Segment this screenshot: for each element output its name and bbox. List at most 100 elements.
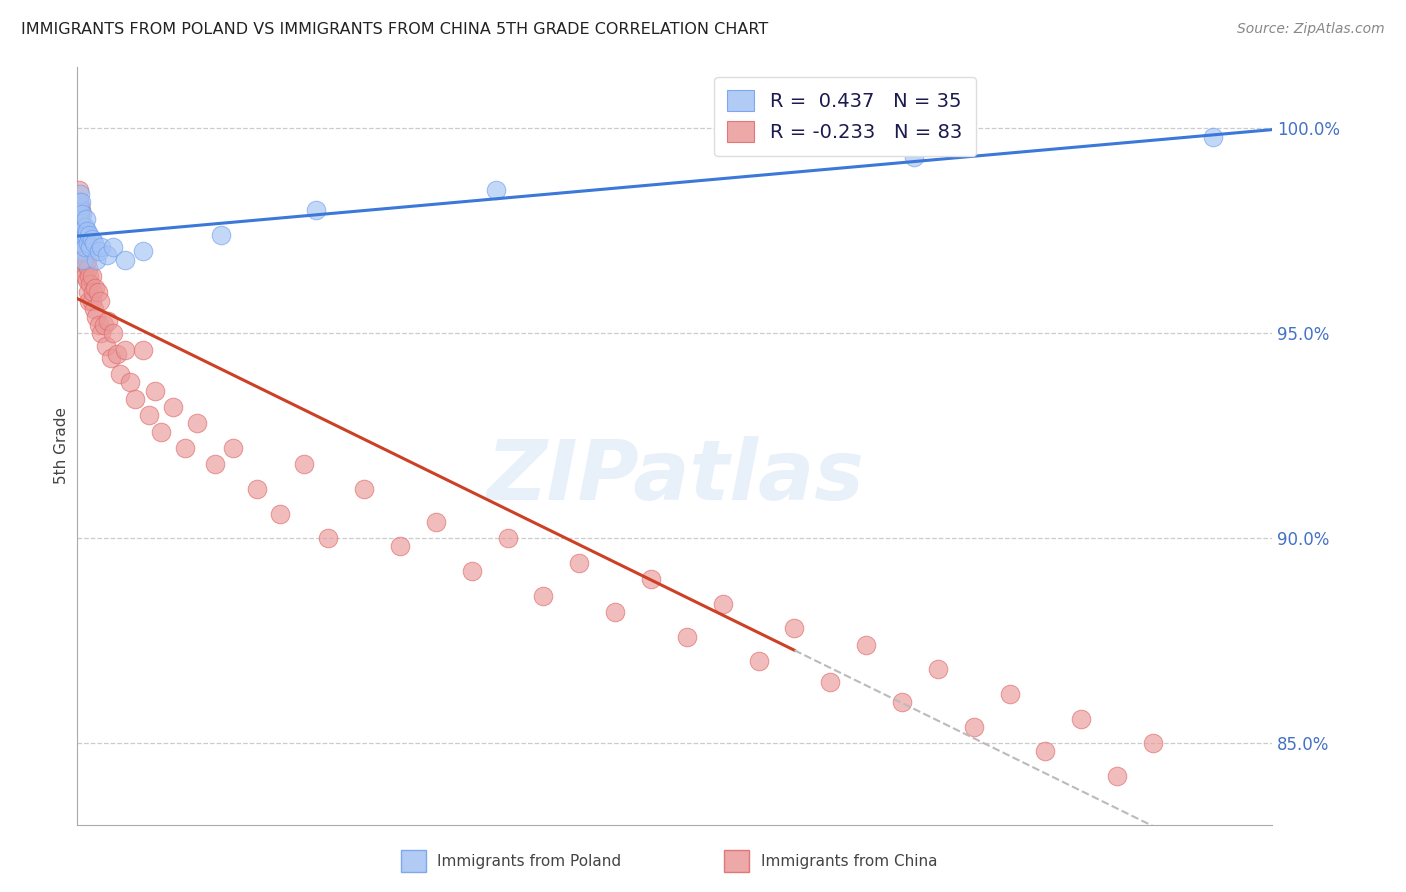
Point	[174, 441, 197, 455]
Legend: R =  0.437   N = 35, R = -0.233   N = 83: R = 0.437 N = 35, R = -0.233 N = 83	[714, 77, 976, 156]
Text: ZIPatlas: ZIPatlas	[486, 436, 863, 516]
Point	[94, 338, 117, 352]
Point	[69, 207, 91, 221]
Point	[79, 277, 101, 292]
Point	[79, 240, 101, 254]
Point	[150, 425, 173, 439]
Point	[305, 203, 328, 218]
Point	[72, 260, 94, 275]
Point	[67, 195, 90, 210]
Point	[605, 605, 627, 619]
Point	[1035, 744, 1057, 758]
Point	[484, 183, 508, 197]
Point	[204, 458, 226, 472]
Point	[998, 687, 1021, 701]
Point	[77, 236, 100, 251]
Point	[676, 630, 699, 644]
Point	[110, 368, 132, 382]
Point	[80, 232, 103, 246]
Point	[963, 720, 986, 734]
Point	[67, 211, 90, 226]
Y-axis label: 5th Grade: 5th Grade	[53, 408, 69, 484]
Point	[75, 257, 97, 271]
Point	[82, 285, 104, 300]
Text: IMMIGRANTS FROM POLAND VS IMMIGRANTS FROM CHINA 5TH GRADE CORRELATION CHART: IMMIGRANTS FROM POLAND VS IMMIGRANTS FRO…	[21, 22, 768, 37]
Point	[69, 186, 91, 201]
Point	[270, 507, 292, 521]
Point	[70, 252, 93, 267]
Point	[75, 211, 97, 226]
Point	[143, 384, 166, 398]
Point	[86, 252, 108, 267]
Point	[67, 183, 90, 197]
Point	[222, 441, 245, 455]
Point	[70, 207, 93, 221]
Point	[1142, 736, 1164, 750]
Point	[84, 281, 107, 295]
Point	[70, 203, 93, 218]
Point	[69, 203, 91, 218]
Point	[70, 195, 93, 210]
Point	[748, 654, 770, 668]
Point	[79, 293, 101, 308]
Point	[855, 638, 877, 652]
Point	[533, 589, 555, 603]
Point	[73, 244, 96, 259]
Point	[72, 252, 94, 267]
Point	[79, 268, 101, 283]
Point	[425, 515, 447, 529]
Point	[70, 244, 93, 259]
Point	[927, 662, 949, 676]
Point	[70, 244, 93, 259]
Point	[891, 695, 914, 709]
Point	[318, 531, 340, 545]
Point	[1201, 129, 1223, 144]
Point	[72, 227, 94, 242]
Point	[67, 195, 90, 210]
Point	[77, 260, 100, 275]
Point	[132, 244, 155, 259]
Point	[70, 232, 93, 246]
Point	[69, 224, 91, 238]
Point	[80, 268, 103, 283]
Point	[93, 318, 115, 332]
Point	[100, 351, 122, 365]
Point	[640, 572, 662, 586]
Point	[73, 268, 96, 283]
Point	[103, 240, 124, 254]
Text: Immigrants from China: Immigrants from China	[761, 854, 938, 869]
Text: Source: ZipAtlas.com: Source: ZipAtlas.com	[1237, 22, 1385, 37]
Point	[69, 199, 91, 213]
Point	[83, 301, 105, 316]
Point	[87, 318, 110, 332]
Point	[70, 216, 93, 230]
Point	[76, 252, 98, 267]
Point	[72, 236, 94, 251]
Point	[114, 343, 136, 357]
Point	[105, 347, 128, 361]
Point	[70, 236, 93, 251]
Point	[783, 621, 806, 635]
Point	[75, 227, 97, 242]
Point	[186, 417, 208, 431]
Point	[89, 293, 111, 308]
Point	[72, 252, 94, 267]
Point	[70, 216, 93, 230]
Point	[73, 240, 96, 254]
Point	[246, 482, 269, 496]
Point	[138, 409, 160, 423]
Point	[820, 674, 842, 689]
Point	[76, 273, 98, 287]
Point	[1070, 712, 1092, 726]
Point	[90, 240, 112, 254]
Point	[97, 314, 120, 328]
Text: Immigrants from Poland: Immigrants from Poland	[437, 854, 621, 869]
Point	[114, 252, 136, 267]
Point	[77, 285, 100, 300]
Point	[96, 248, 118, 262]
Point	[75, 236, 97, 251]
Point	[86, 310, 108, 324]
Point	[76, 224, 98, 238]
Point	[903, 150, 925, 164]
Point	[209, 227, 232, 242]
